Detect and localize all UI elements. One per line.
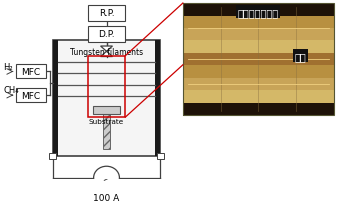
Bar [50, 153, 56, 159]
Bar [183, 54, 334, 66]
Bar [183, 41, 334, 54]
Text: Tungsten filaments: Tungsten filaments [70, 47, 143, 56]
Text: CH₄: CH₄ [3, 86, 19, 95]
Bar [88, 6, 125, 21]
Bar [92, 106, 120, 115]
Text: 熱フィラメント: 熱フィラメント [238, 8, 279, 18]
Text: MFC: MFC [21, 91, 41, 100]
Bar [103, 115, 110, 149]
Text: 100 A: 100 A [94, 194, 120, 202]
Text: Substrate: Substrate [89, 118, 124, 124]
Polygon shape [101, 47, 113, 52]
Text: D.P.: D.P. [98, 30, 115, 39]
Bar [157, 153, 164, 159]
Bar [155, 41, 160, 156]
Bar [88, 56, 125, 118]
Bar [16, 89, 46, 103]
Bar [88, 27, 125, 42]
Bar [183, 16, 334, 29]
Text: H₂: H₂ [3, 62, 13, 71]
Text: MFC: MFC [21, 68, 41, 77]
Bar [183, 66, 334, 79]
Bar [183, 29, 334, 42]
Text: 基板: 基板 [295, 52, 306, 61]
Bar [183, 91, 334, 104]
Polygon shape [101, 52, 113, 57]
Bar [53, 41, 160, 156]
Bar [16, 65, 46, 79]
Bar [183, 4, 334, 116]
Bar [183, 4, 334, 17]
Bar [183, 103, 334, 116]
Text: R.P.: R.P. [99, 9, 114, 18]
Bar [53, 41, 58, 156]
Bar [183, 79, 334, 91]
Circle shape [94, 166, 119, 189]
